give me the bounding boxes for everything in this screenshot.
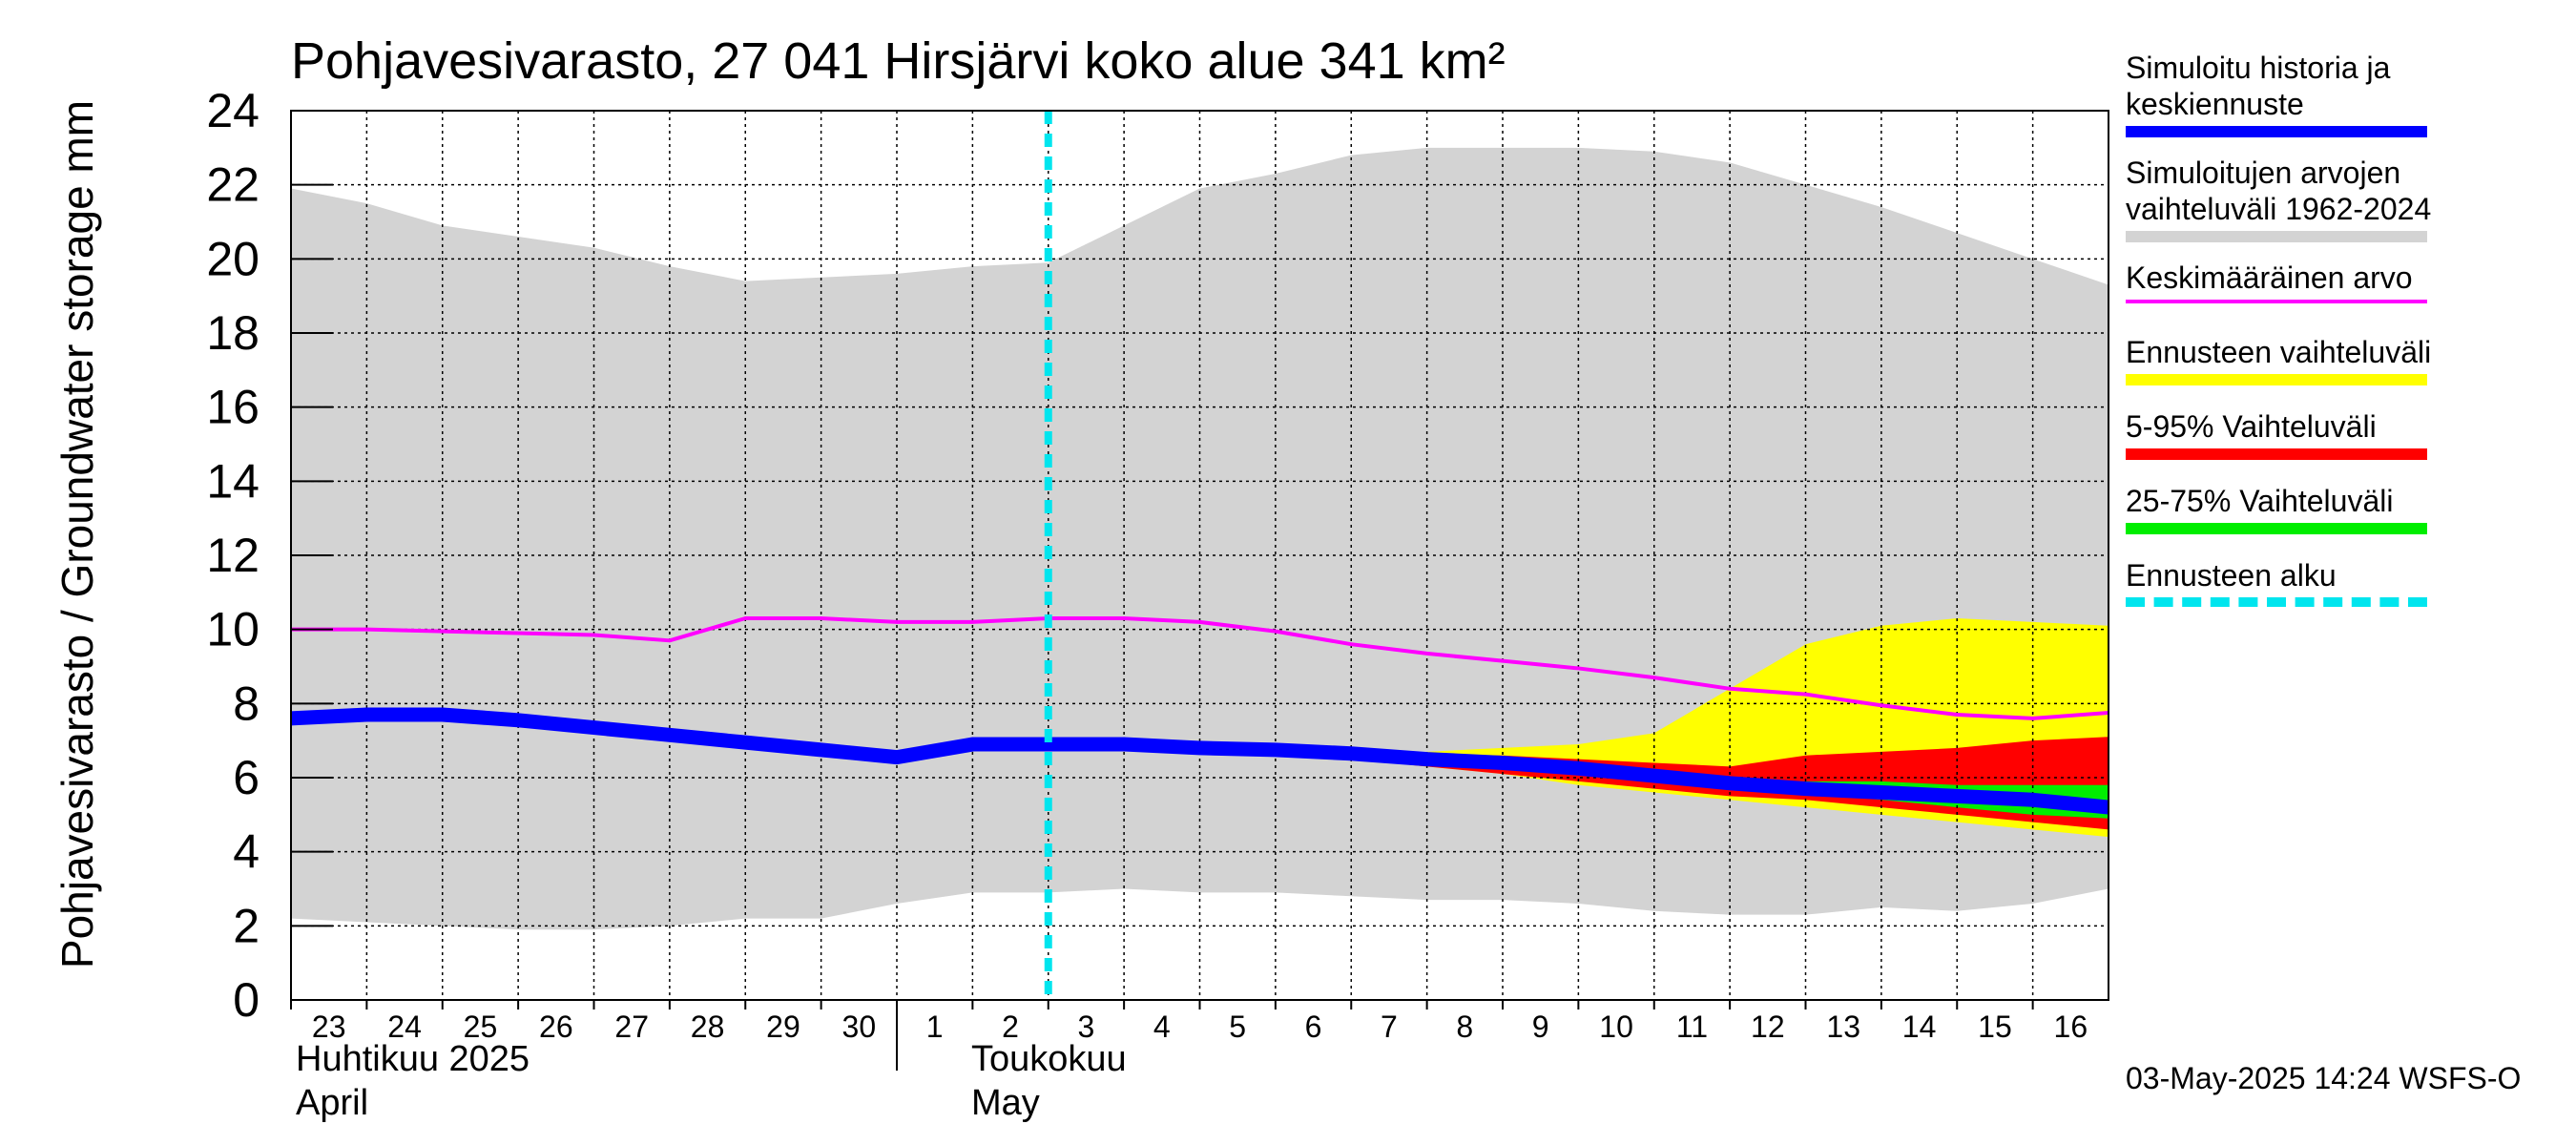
legend-swatch-red bbox=[2126, 448, 2427, 460]
legend: Simuloitu historia ja keskiennuste Simul… bbox=[2126, 50, 2545, 632]
x-tick-label: 28 bbox=[691, 1010, 725, 1044]
x-tick-label: 13 bbox=[1826, 1010, 1860, 1044]
legend-item-forecast-start: Ennusteen alku bbox=[2126, 557, 2545, 632]
x-tick-label: 5 bbox=[1229, 1010, 1246, 1044]
legend-item-simulated-range: Simuloitujen arvojen vaihteluväli 1962-2… bbox=[2126, 155, 2545, 260]
legend-label: Ennusteen alku bbox=[2126, 558, 2337, 593]
x-tick-label: 2 bbox=[1002, 1010, 1019, 1044]
y-axis-label: Pohjavesivarasto / Groundwater storage m… bbox=[52, 100, 102, 968]
x-tick-label: 12 bbox=[1751, 1010, 1785, 1044]
x-tick-label: 4 bbox=[1153, 1010, 1171, 1044]
x-tick-label: 6 bbox=[1305, 1010, 1322, 1044]
series-line-keskim-r-inen-arvo bbox=[291, 616, 2109, 720]
legend-item-mean: Keskimääräinen arvo bbox=[2126, 260, 2545, 334]
y-tick-label: 4 bbox=[233, 825, 260, 879]
x-tick-label: 3 bbox=[1078, 1010, 1095, 1044]
x-tick-label: 25 bbox=[464, 1010, 498, 1044]
legend-label: Keskimääräinen arvo bbox=[2126, 260, 2413, 295]
month-label-fi: Toukokuu bbox=[971, 1039, 1127, 1079]
month-label-en: April bbox=[296, 1083, 368, 1123]
legend-item-simulated-history: Simuloitu historia ja keskiennuste bbox=[2126, 50, 2545, 155]
legend-label: Simuloitu historia ja keskiennuste bbox=[2126, 51, 2391, 121]
legend-swatch-grey bbox=[2126, 231, 2427, 242]
legend-swatch-green bbox=[2126, 523, 2427, 534]
legend-swatch-yellow bbox=[2126, 374, 2427, 385]
legend-label: Simuloitujen arvojen vaihteluväli 1962-2… bbox=[2126, 156, 2432, 226]
legend-swatch-cyan-dashed bbox=[2126, 597, 2427, 607]
x-tick-label: 7 bbox=[1381, 1010, 1398, 1044]
y-tick-label: 10 bbox=[206, 603, 260, 656]
x-tick-label: 30 bbox=[842, 1010, 877, 1044]
y-tick-label: 12 bbox=[206, 529, 260, 582]
band-25-75-vaihteluv-li bbox=[1351, 755, 2109, 819]
legend-item-forecast-range: Ennusteen vaihteluväli bbox=[2126, 334, 2545, 408]
y-tick-label: 16 bbox=[206, 381, 260, 434]
chart-title: Pohjavesivarasto, 27 041 Hirsjärvi koko … bbox=[291, 32, 1506, 90]
legend-item-25-75: 25-75% Vaihteluväli bbox=[2126, 483, 2545, 557]
x-tick-label: 16 bbox=[2054, 1010, 2088, 1044]
x-tick-label: 29 bbox=[766, 1010, 800, 1044]
series-line-simuloitu-historia-ja-keskiennuste bbox=[290, 707, 2109, 815]
timestamp: 03-May-2025 14:24 WSFS-O bbox=[2126, 1061, 2522, 1095]
legend-swatch-magenta bbox=[2126, 300, 2427, 303]
y-tick-label: 0 bbox=[233, 973, 260, 1027]
y-tick-label: 22 bbox=[206, 158, 260, 212]
legend-label: Ennusteen vaihteluväli bbox=[2126, 335, 2432, 369]
x-tick-label: 9 bbox=[1532, 1010, 1549, 1044]
y-tick-label: 2 bbox=[233, 899, 260, 952]
y-tick-label: 14 bbox=[206, 454, 260, 508]
x-tick-label: 27 bbox=[614, 1010, 649, 1044]
x-tick-label: 8 bbox=[1456, 1010, 1473, 1044]
chart-grid bbox=[291, 111, 2109, 1000]
legend-label: 25-75% Vaihteluväli bbox=[2126, 484, 2394, 518]
month-label-fi: Huhtikuu 2025 bbox=[296, 1039, 530, 1079]
legend-item-5-95: 5-95% Vaihteluväli bbox=[2126, 408, 2545, 483]
x-tick-label: 11 bbox=[1676, 1010, 1708, 1044]
x-tick-label: 10 bbox=[1599, 1010, 1633, 1044]
legend-label: 5-95% Vaihteluväli bbox=[2126, 409, 2377, 444]
x-tick-label: 14 bbox=[1902, 1010, 1937, 1044]
month-label-en: May bbox=[971, 1083, 1040, 1123]
x-tick-label: 23 bbox=[312, 1010, 346, 1044]
legend-swatch-blue bbox=[2126, 126, 2427, 137]
chart-axes bbox=[290, 110, 2109, 1071]
y-tick-label: 24 bbox=[206, 84, 260, 137]
y-tick-label: 6 bbox=[233, 751, 260, 804]
y-tick-label: 18 bbox=[206, 306, 260, 360]
x-tick-label: 26 bbox=[539, 1010, 573, 1044]
x-tick-label: 24 bbox=[387, 1010, 422, 1044]
x-tick-label: 1 bbox=[926, 1010, 944, 1044]
y-tick-label: 20 bbox=[206, 232, 260, 285]
chart-lines bbox=[290, 111, 2109, 1000]
x-tick-label: 15 bbox=[1978, 1010, 2012, 1044]
y-tick-label: 8 bbox=[233, 677, 260, 730]
